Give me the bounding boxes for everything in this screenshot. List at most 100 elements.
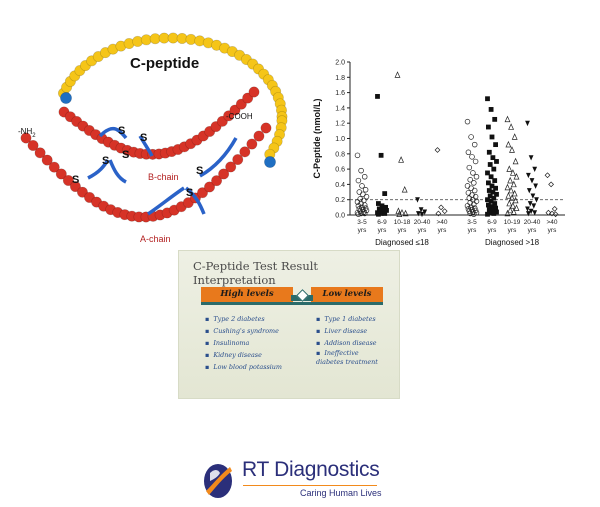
list-item: Ineffective diabetes treatment bbox=[316, 349, 386, 367]
amino-acid-bead bbox=[196, 187, 208, 199]
data-point bbox=[360, 191, 366, 198]
data-point bbox=[530, 193, 536, 199]
data-point bbox=[486, 207, 492, 213]
amino-acid-bead bbox=[225, 161, 237, 173]
data-point bbox=[354, 209, 361, 216]
data-point bbox=[486, 124, 491, 130]
x-tick-label: 20-40 bbox=[414, 219, 431, 226]
x-tick-label: 6-9 bbox=[377, 219, 387, 226]
data-point bbox=[378, 152, 384, 158]
chart-labels: 0.0 0.2 0.4 0.6 0.8 1.0 1.2 1.4 1.6 1.8 2.0 C-Pepti… bbox=[312, 60, 558, 248]
data-point bbox=[505, 192, 512, 199]
data-point bbox=[505, 140, 512, 148]
y-tick-label: 1.8 bbox=[335, 75, 345, 82]
bond-line bbox=[184, 186, 206, 215]
list-item: Cushing's syndrome bbox=[205, 325, 282, 337]
data-point bbox=[464, 183, 471, 189]
x-tick-label: 3-5 bbox=[357, 219, 367, 226]
amino-acid-beads bbox=[20, 32, 288, 223]
data-point bbox=[485, 211, 490, 217]
data-point bbox=[473, 209, 480, 216]
data-point bbox=[525, 120, 530, 127]
data-point bbox=[399, 208, 405, 216]
data-point bbox=[492, 178, 498, 183]
x-tick-label: yrs bbox=[508, 227, 517, 234]
data-point bbox=[528, 155, 534, 161]
data-point bbox=[434, 147, 441, 153]
data-point bbox=[361, 210, 368, 217]
sulfur-label: S bbox=[140, 132, 147, 144]
amino-acid-bead bbox=[60, 92, 72, 104]
data-point bbox=[491, 166, 497, 172]
data-point bbox=[534, 197, 539, 203]
list-item: Low blood potassium bbox=[205, 361, 282, 373]
data-point bbox=[487, 162, 493, 167]
list-item: Liver disease bbox=[316, 325, 386, 337]
data-point bbox=[492, 116, 498, 122]
data-point bbox=[473, 173, 480, 180]
amino-acid-bead bbox=[62, 174, 74, 186]
x-tick-label: yrs bbox=[378, 227, 387, 234]
data-point bbox=[354, 199, 361, 205]
data-point bbox=[394, 71, 401, 78]
list-item: Type 2 diabetes bbox=[205, 313, 282, 325]
list-item: Addison disease bbox=[316, 337, 386, 349]
data-point bbox=[485, 96, 490, 102]
data-point bbox=[354, 152, 361, 159]
y-tick-label: 0.8 bbox=[335, 151, 345, 158]
group-label: Diagnosed ≤18 bbox=[375, 238, 429, 247]
data-point bbox=[549, 210, 555, 217]
balance-beam bbox=[201, 302, 383, 305]
data-point bbox=[511, 189, 518, 197]
chart-points bbox=[354, 71, 559, 218]
data-point bbox=[363, 193, 370, 200]
data-point bbox=[487, 193, 493, 199]
data-point bbox=[465, 149, 472, 156]
data-point bbox=[493, 205, 498, 211]
data-point bbox=[529, 178, 535, 184]
data-point bbox=[375, 94, 380, 99]
x-tick-label: yrs bbox=[528, 227, 537, 234]
x-tick-label: yrs bbox=[548, 227, 557, 234]
data-point bbox=[508, 123, 515, 130]
data-point bbox=[464, 118, 471, 125]
data-point bbox=[467, 210, 473, 217]
y-tick-label: 1.6 bbox=[335, 90, 345, 97]
data-point bbox=[508, 186, 515, 194]
data-point bbox=[509, 169, 516, 176]
x-tick-label: 10-19 bbox=[504, 219, 521, 226]
data-point bbox=[509, 202, 516, 209]
low-levels-banner: Low levels bbox=[311, 287, 383, 302]
data-point bbox=[507, 206, 514, 214]
data-point bbox=[507, 176, 514, 184]
data-point bbox=[384, 208, 389, 213]
data-point bbox=[355, 177, 362, 184]
data-point bbox=[510, 208, 517, 215]
amino-acid-bead bbox=[55, 168, 67, 180]
nh2-label: -NH2 bbox=[18, 127, 36, 139]
data-point bbox=[504, 209, 511, 217]
x-tick-label: yrs bbox=[418, 227, 427, 234]
data-point bbox=[398, 156, 405, 163]
data-point bbox=[486, 202, 491, 208]
data-point bbox=[471, 211, 477, 217]
interpretation-card: C-Peptide Test Result Interpretation Hig… bbox=[178, 250, 400, 399]
bond-line bbox=[138, 135, 154, 157]
bond-line bbox=[108, 159, 127, 184]
y-tick-label: 2.0 bbox=[335, 60, 345, 67]
data-point bbox=[422, 209, 428, 215]
data-point bbox=[473, 198, 480, 204]
sulfur-label: S bbox=[72, 174, 79, 186]
data-point bbox=[490, 189, 496, 195]
data-point bbox=[493, 185, 498, 191]
low-levels-list: Type 1 diabetes Liver disease Addison di… bbox=[316, 313, 386, 367]
x-tick-label: yrs bbox=[358, 227, 367, 234]
data-point bbox=[513, 173, 520, 180]
y-tick-label: 0.0 bbox=[335, 213, 345, 220]
x-tick-label: yrs bbox=[438, 227, 447, 234]
y-tick-label: 0.2 bbox=[335, 197, 345, 204]
data-point bbox=[486, 188, 492, 193]
data-point bbox=[528, 208, 534, 215]
data-point bbox=[506, 165, 513, 172]
data-point bbox=[511, 133, 518, 140]
